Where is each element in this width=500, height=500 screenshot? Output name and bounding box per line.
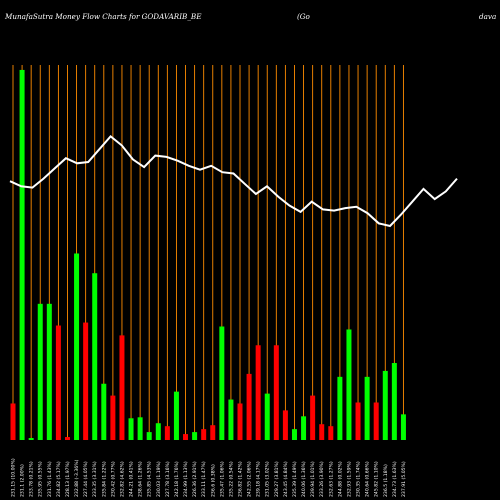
money-flow-bar	[164, 426, 170, 440]
x-tick-label: 231.1 (2.00%)	[20, 464, 26, 497]
x-tick-label: 234.99 (1.13%)	[183, 461, 189, 497]
x-tick-label: 242.18 (1.76%)	[174, 461, 180, 497]
money-flow-bar	[201, 429, 207, 440]
x-tick-label: 235.47 (1.06%)	[219, 461, 225, 497]
chart-subtitle-left: (Go	[297, 12, 311, 21]
money-flow-bar	[319, 424, 325, 440]
money-flow-bar	[83, 322, 89, 440]
x-tick-label: 232.93 (1.59%)	[346, 461, 352, 497]
x-tick-label: 243.45 (4.84%)	[283, 461, 289, 497]
money-flow-bar	[264, 393, 270, 440]
money-flow-bar	[273, 345, 279, 440]
money-flow-bar	[328, 426, 334, 440]
x-tick-label: 242.55 (2.06%)	[247, 461, 253, 497]
money-flow-bar	[301, 416, 307, 440]
money-flow-bar	[37, 303, 43, 440]
x-tick-label: 234.73 (1.63%)	[392, 461, 398, 497]
grid-lines	[12, 65, 404, 440]
money-flow-bar	[110, 395, 116, 440]
x-tick-label: 236.82 (1.42%)	[238, 461, 244, 497]
money-flow-bar	[282, 410, 288, 440]
x-tick-label: 230.35 (1.74%)	[356, 461, 362, 497]
chart-title: MunafaSutra Money Flow Charts for GODAVA…	[4, 12, 202, 21]
money-flow-bar	[55, 325, 61, 440]
x-tick-label: 230.03 (1.19%)	[156, 461, 162, 497]
money-flow-bar	[228, 399, 234, 440]
x-tick-label: 232.63 (1.27%)	[328, 461, 334, 497]
money-flow-bar	[373, 402, 379, 440]
x-tick-label: 235.22 (0.54%)	[228, 461, 234, 497]
x-tick-label: 230.42 (0.77%)	[110, 461, 116, 497]
money-flow-bar	[101, 383, 107, 440]
x-tick-label: 226.36 (2.91%)	[192, 461, 198, 497]
x-tick-label: 232.82 (4.62%)	[119, 461, 125, 497]
x-tick-label: 229.27 (3.81%)	[274, 461, 280, 497]
money-flow-bar	[46, 303, 52, 440]
money-flow-bar	[400, 414, 406, 440]
x-tick-label: 237.91 (5.05%)	[401, 461, 407, 497]
x-tick-label: 233.11 (1.47%)	[201, 461, 207, 497]
x-tick-label: 244.21 (0.41%)	[129, 461, 135, 497]
x-tick-label: 232.88 (-3.36%)	[74, 459, 80, 497]
money-flow-bar	[337, 376, 343, 440]
money-flow-bar	[382, 370, 388, 440]
money-flow-bar	[291, 429, 297, 440]
price-line-group	[9, 135, 458, 228]
money-flow-bar	[346, 329, 352, 440]
x-tick-label: 235.95 (0.55%)	[38, 461, 44, 497]
x-tick-label: 236.6 (0.38%)	[210, 464, 216, 497]
money-flow-bar	[255, 345, 261, 440]
money-flow-bar	[155, 423, 161, 440]
x-tick-label: 244.88 (0.02%)	[337, 461, 343, 497]
money-flow-bar	[219, 326, 225, 440]
x-tick-labels: 231.15 (10.00%) 231.1 (2.00%) 233.78 (0.21…	[11, 458, 407, 497]
money-flow-bar	[74, 253, 80, 440]
money-flow-bar	[192, 432, 198, 440]
price-line	[9, 135, 458, 228]
money-flow-bar	[364, 376, 370, 440]
x-tick-label: 233.35 (3.31%)	[92, 461, 98, 497]
money-flow-bar	[92, 273, 98, 440]
money-flow-bar	[183, 434, 189, 440]
x-tick-label: 245.82 (1.10%)	[374, 461, 380, 497]
x-tick-label: 227.78 (3.16%)	[165, 461, 171, 497]
x-tick-label: 235.85 (4.53%)	[147, 461, 153, 497]
x-tick-label: 228.13 (1.97%)	[65, 461, 71, 497]
money-flow-bar	[119, 335, 125, 440]
chart-subtitle-right: dava	[479, 12, 496, 21]
money-flow-bar	[10, 403, 16, 440]
money-flow-bar	[173, 391, 179, 440]
x-tick-label: 233.78 (0.21%)	[29, 461, 35, 497]
money-flow-bars	[10, 69, 406, 441]
x-tick-label: 231.15 (10.00%)	[11, 458, 17, 497]
x-tick-label: 233.26 (3.90%)	[319, 461, 325, 497]
x-tick-label: 235.84 (1.22%)	[101, 461, 107, 497]
x-tick-label: 231.05 (3.02%)	[265, 461, 271, 497]
money-flow-bar	[391, 363, 397, 440]
x-tick-label: 239.94 (1.01%)	[310, 461, 316, 497]
x-tick-label: 239.18 (4.17%)	[256, 461, 262, 497]
money-flow-bar	[28, 438, 34, 440]
money-flow-bar	[128, 418, 134, 440]
money-flow-bar	[237, 403, 243, 440]
money-flow-bar	[64, 437, 70, 440]
x-tick-label: 240.06 (1.36%)	[301, 461, 307, 497]
x-tick-label: 235.39 (1.49%)	[292, 461, 298, 497]
x-tick-label: 227.44 (4.05%)	[83, 461, 89, 497]
money-flow-bar	[137, 417, 143, 440]
money-flow-bar	[19, 69, 25, 441]
money-flow-bar	[146, 432, 152, 440]
money-flow-bar	[246, 373, 252, 440]
x-tick-label: 240.64 (0.66%)	[365, 461, 371, 497]
money-flow-bar	[210, 425, 216, 440]
money-flow-bar	[310, 395, 316, 440]
x-tick-label: 234.82 (5.17%)	[56, 461, 62, 497]
money-flow-bar	[355, 402, 361, 440]
x-tick-label: 236.5 (1.18%)	[383, 464, 389, 497]
x-tick-label: 231.76 (1.43%)	[47, 461, 53, 497]
x-tick-label: 238.64 (1.26%)	[138, 461, 144, 497]
